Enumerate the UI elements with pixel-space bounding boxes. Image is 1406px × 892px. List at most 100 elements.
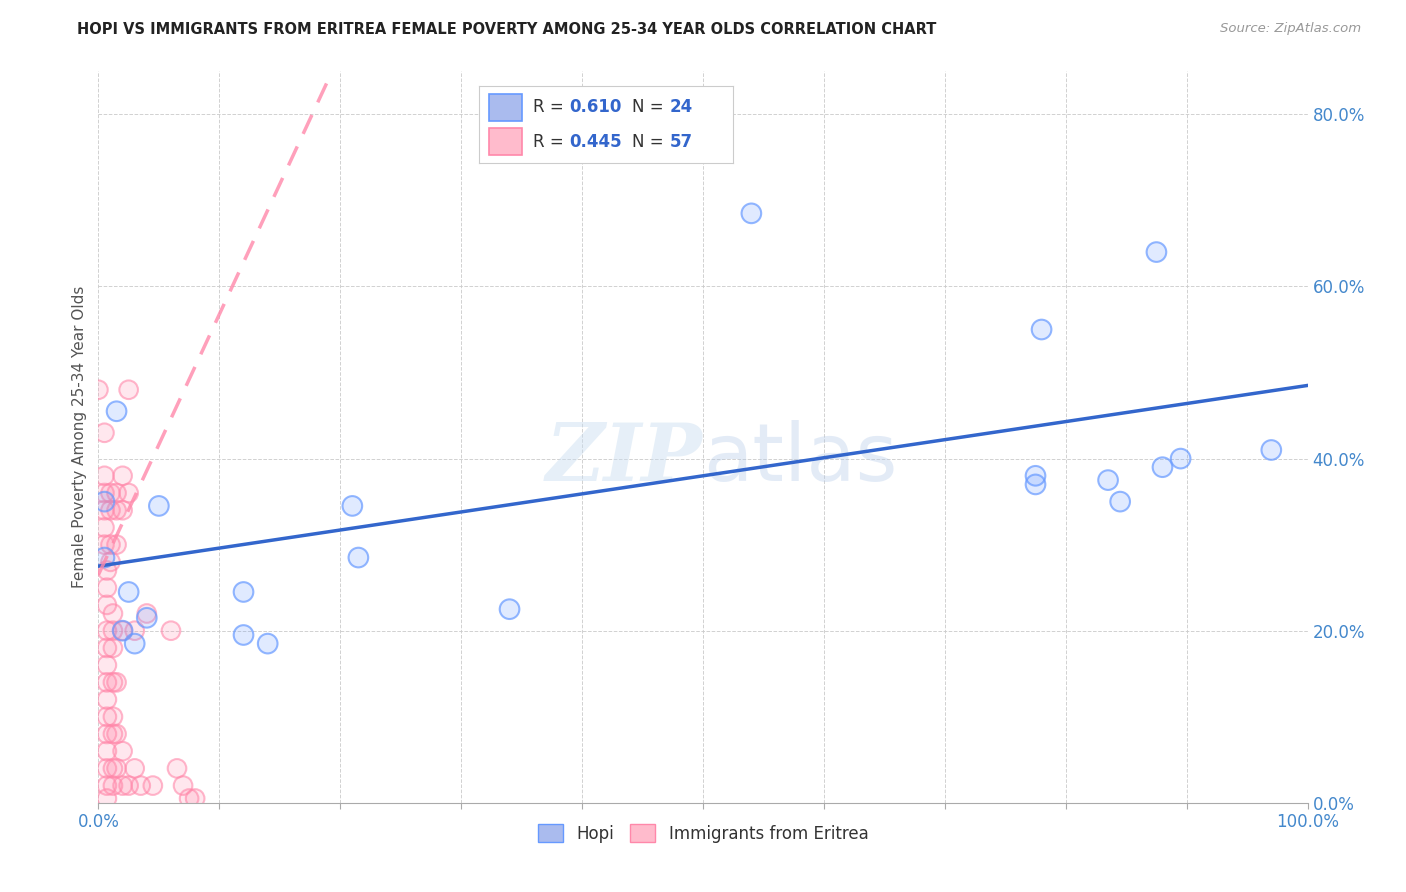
Point [105, 727, 128, 741]
Point [232, 628, 254, 642]
Point [101, 761, 124, 775]
Point [347, 550, 370, 565]
Point [105, 538, 128, 552]
Point [96, 675, 118, 690]
Point [93, 486, 115, 500]
Point [1024, 477, 1046, 491]
Point [256, 637, 278, 651]
Point [347, 550, 370, 565]
Point [232, 585, 254, 599]
Point [96, 791, 118, 805]
Point [105, 761, 128, 775]
Point [135, 607, 157, 621]
Point [93, 425, 115, 440]
Point [96, 658, 118, 673]
Point [148, 499, 170, 513]
Point [87, 383, 110, 397]
Point [232, 628, 254, 642]
Point [1031, 322, 1053, 336]
Point [232, 585, 254, 599]
Legend: Hopi, Immigrants from Eritrea: Hopi, Immigrants from Eritrea [531, 818, 875, 849]
Point [1152, 460, 1174, 475]
Point [111, 624, 134, 638]
Point [124, 624, 146, 638]
Point [142, 779, 165, 793]
Point [124, 637, 146, 651]
Point [1260, 442, 1282, 457]
Point [101, 640, 124, 655]
Point [105, 761, 128, 775]
Point [105, 503, 128, 517]
Point [96, 640, 118, 655]
Point [96, 727, 118, 741]
Point [135, 607, 157, 621]
Point [93, 494, 115, 508]
Point [101, 675, 124, 690]
Point [101, 675, 124, 690]
Point [172, 779, 194, 793]
Point [135, 611, 157, 625]
Point [100, 486, 122, 500]
Point [100, 486, 122, 500]
Point [96, 744, 118, 758]
Point [118, 383, 141, 397]
Point [93, 550, 115, 565]
Point [111, 744, 134, 758]
Point [96, 779, 118, 793]
Point [101, 710, 124, 724]
Point [740, 206, 762, 220]
Point [93, 550, 115, 565]
Point [160, 624, 183, 638]
Point [124, 624, 146, 638]
Point [1109, 494, 1132, 508]
Point [101, 710, 124, 724]
Point [100, 555, 122, 569]
Point [111, 624, 134, 638]
Point [1024, 468, 1046, 483]
Point [1146, 245, 1168, 260]
Point [184, 791, 207, 805]
Point [96, 710, 118, 724]
Point [111, 503, 134, 517]
Point [101, 727, 124, 741]
Point [184, 791, 207, 805]
Point [96, 791, 118, 805]
Text: atlas: atlas [703, 420, 897, 498]
Text: Source: ZipAtlas.com: Source: ZipAtlas.com [1220, 22, 1361, 36]
Point [96, 564, 118, 578]
Point [96, 779, 118, 793]
Point [1109, 494, 1132, 508]
Point [105, 404, 128, 418]
Point [93, 425, 115, 440]
Point [118, 383, 141, 397]
Point [105, 538, 128, 552]
Point [96, 624, 118, 638]
Point [100, 503, 122, 517]
Point [100, 555, 122, 569]
Point [93, 520, 115, 534]
Text: ZIP: ZIP [546, 420, 703, 498]
Point [93, 503, 115, 517]
Point [93, 468, 115, 483]
Point [111, 468, 134, 483]
Point [111, 779, 134, 793]
Point [129, 779, 152, 793]
Point [179, 791, 201, 805]
Point [111, 503, 134, 517]
Point [342, 499, 364, 513]
Point [93, 538, 115, 552]
Point [96, 744, 118, 758]
Point [93, 503, 115, 517]
Point [1024, 477, 1046, 491]
Point [96, 564, 118, 578]
Point [1024, 468, 1046, 483]
Point [105, 675, 128, 690]
Point [256, 637, 278, 651]
Point [101, 727, 124, 741]
Point [96, 598, 118, 612]
Point [179, 791, 201, 805]
Point [100, 538, 122, 552]
Point [740, 206, 762, 220]
Point [96, 675, 118, 690]
Point [118, 585, 141, 599]
